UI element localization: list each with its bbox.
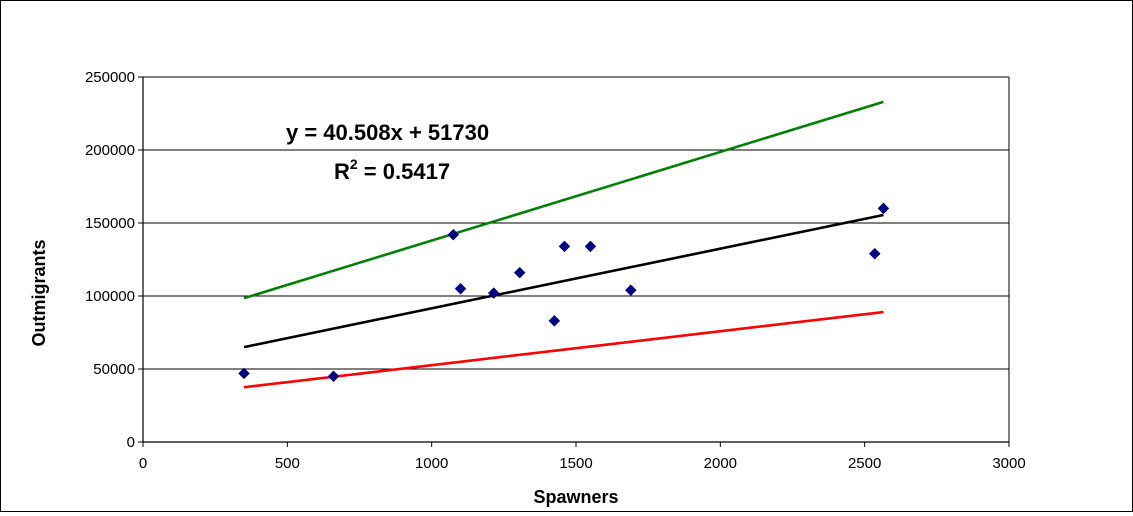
y-tick-label: 50000 [93, 361, 135, 378]
y-tick-label: 200000 [85, 142, 135, 159]
data-point [584, 240, 597, 253]
trend-lines [243, 100, 884, 389]
x-axis-title: Spawners [533, 487, 618, 507]
data-point [238, 367, 250, 380]
r-squared-value: = 0.5417 [358, 159, 450, 184]
y-tick-label: 250000 [85, 69, 135, 86]
x-tick-label: 1000 [415, 455, 448, 472]
data-point [454, 282, 467, 295]
trend-line-1 [243, 213, 884, 349]
y-tick-label: 150000 [85, 215, 135, 232]
x-tick-label: 3000 [992, 455, 1025, 472]
axes [138, 76, 1010, 447]
data-point [877, 202, 890, 215]
r-squared-label: R2 = 0.5417 [334, 156, 450, 184]
x-tick-label: 0 [139, 455, 147, 472]
data-point [327, 370, 340, 383]
data-point [558, 240, 571, 253]
data-point [487, 287, 500, 299]
data-points [238, 202, 890, 383]
data-point [548, 314, 561, 327]
data-point [513, 266, 526, 279]
y-axis-title: Outmigrants [29, 239, 49, 346]
data-point [447, 228, 460, 241]
y-tick-labels: 0 50000 100000 150000 200000 250000 [85, 69, 135, 451]
x-tick-labels: 0 500 1000 1500 2000 2500 3000 [139, 455, 1026, 472]
regression-equation: y = 40.508x + 51730 [286, 120, 489, 145]
trend-line-2 [243, 310, 884, 389]
data-point [868, 247, 881, 260]
gridlines [143, 76, 1009, 370]
r-squared-symbol: R [334, 159, 350, 184]
x-tick-label: 2500 [848, 455, 881, 472]
x-tick-label: 1500 [559, 455, 592, 472]
y-tick-label: 100000 [85, 288, 135, 305]
x-tick-label: 2000 [704, 455, 737, 472]
r-squared-superscript: 2 [350, 156, 358, 172]
y-tick-label: 0 [127, 434, 135, 451]
x-tick-label: 500 [275, 455, 300, 472]
trend-line-0 [243, 100, 884, 300]
data-point [624, 284, 637, 297]
